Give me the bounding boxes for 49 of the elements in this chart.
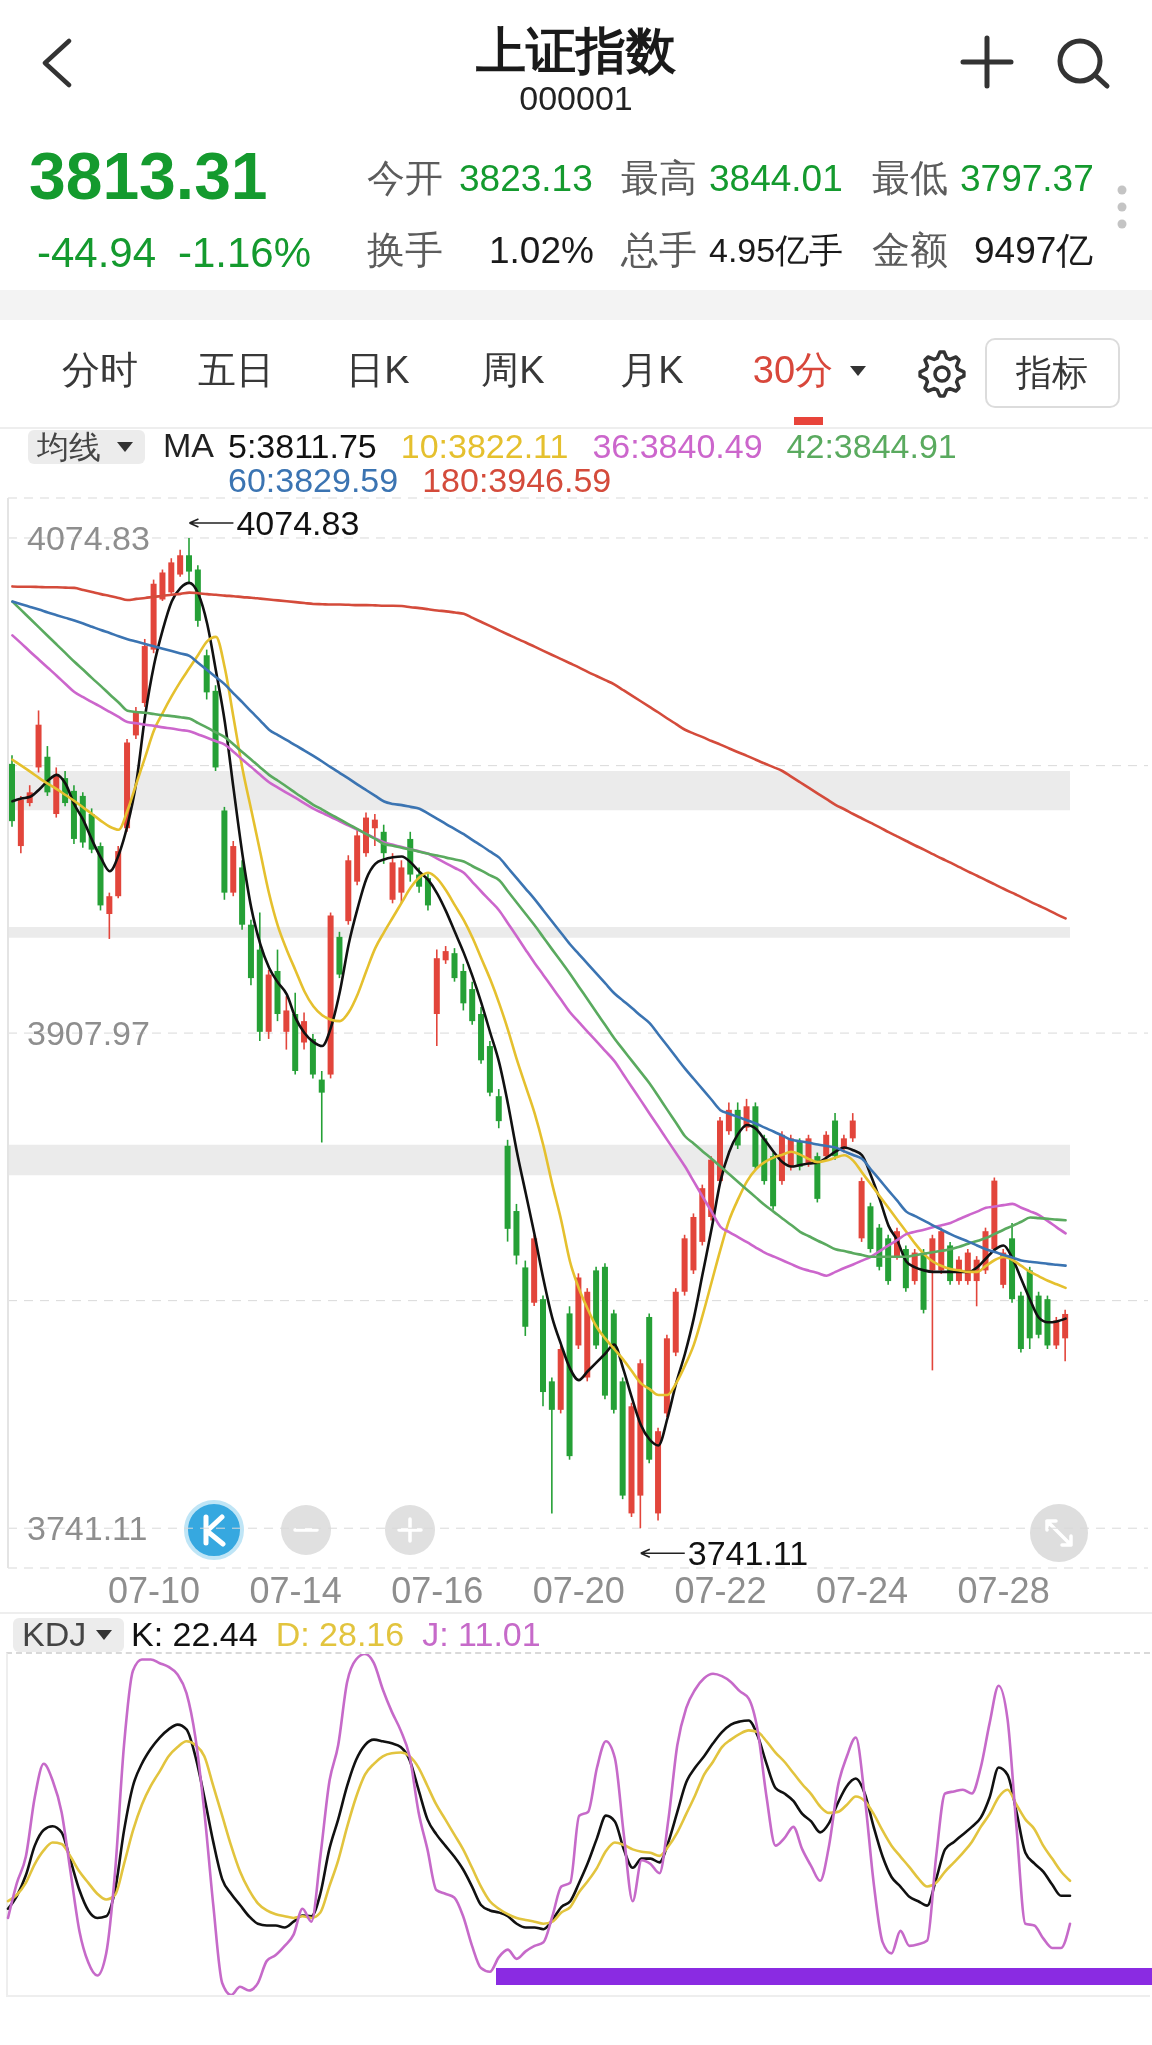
text: -44.94 (37, 228, 157, 278)
text: 分时 (62, 349, 138, 393)
chart-title: 上证指数 (476, 23, 676, 81)
y-tick-label: 3741.11 (27, 1509, 148, 1548)
text: 42:3844.91 (786, 427, 957, 465)
candlestick (106, 891, 113, 940)
text: 3797.37 (960, 157, 1094, 201)
text: 最低 (872, 157, 948, 201)
text: 周K (481, 349, 545, 393)
y-tick-label: 4074.83 (27, 518, 150, 557)
annotation: 4074.83 (236, 503, 360, 542)
text: 3823.13 (459, 157, 593, 201)
line-series (11, 585, 1067, 920)
x-tick-label: 07-14 (249, 1569, 342, 1611)
text: 指标 (1016, 352, 1088, 394)
text: 换手 (367, 229, 443, 273)
text: 3813.31 (29, 139, 268, 215)
x-tick-label: 07-16 (391, 1569, 484, 1611)
text: 30分 (752, 349, 834, 393)
candlestick (283, 995, 290, 1051)
legend-title: KDJ (22, 1615, 87, 1655)
text: -1.16% (178, 228, 312, 278)
candlestick (318, 1070, 325, 1144)
text: 日K (346, 349, 410, 393)
text: K: 22.44 (131, 1615, 258, 1653)
text: D: 28.16 (275, 1615, 405, 1653)
x-tick-label: 07-28 (957, 1569, 1050, 1611)
x-tick-label: 07-10 (107, 1569, 201, 1611)
text: 最高 (621, 157, 697, 201)
text: 9497亿 (974, 229, 1094, 273)
candlestick (177, 548, 184, 578)
text: 月K (620, 349, 684, 393)
chart-subtitle: 000001 (519, 79, 633, 119)
candlestick (849, 1112, 856, 1143)
text: 4.95亿手 (709, 231, 844, 271)
candlestick (186, 537, 192, 583)
legend-title: MA (163, 426, 214, 466)
text: 均线 (37, 428, 101, 466)
x-tick-label: 07-24 (815, 1569, 909, 1611)
y-tick-label: 3907.97 (27, 1014, 150, 1053)
x-tick-label: 07-20 (532, 1569, 625, 1611)
candlestick (371, 813, 378, 847)
text: 五日 (198, 349, 274, 393)
text: 3844.01 (709, 157, 843, 201)
text: 1.02% (489, 229, 594, 273)
text: 金额 (872, 229, 948, 273)
text: 今开 (367, 157, 443, 201)
text: 总手 (621, 229, 697, 273)
series-label: J: 11.01 (422, 1615, 541, 1653)
